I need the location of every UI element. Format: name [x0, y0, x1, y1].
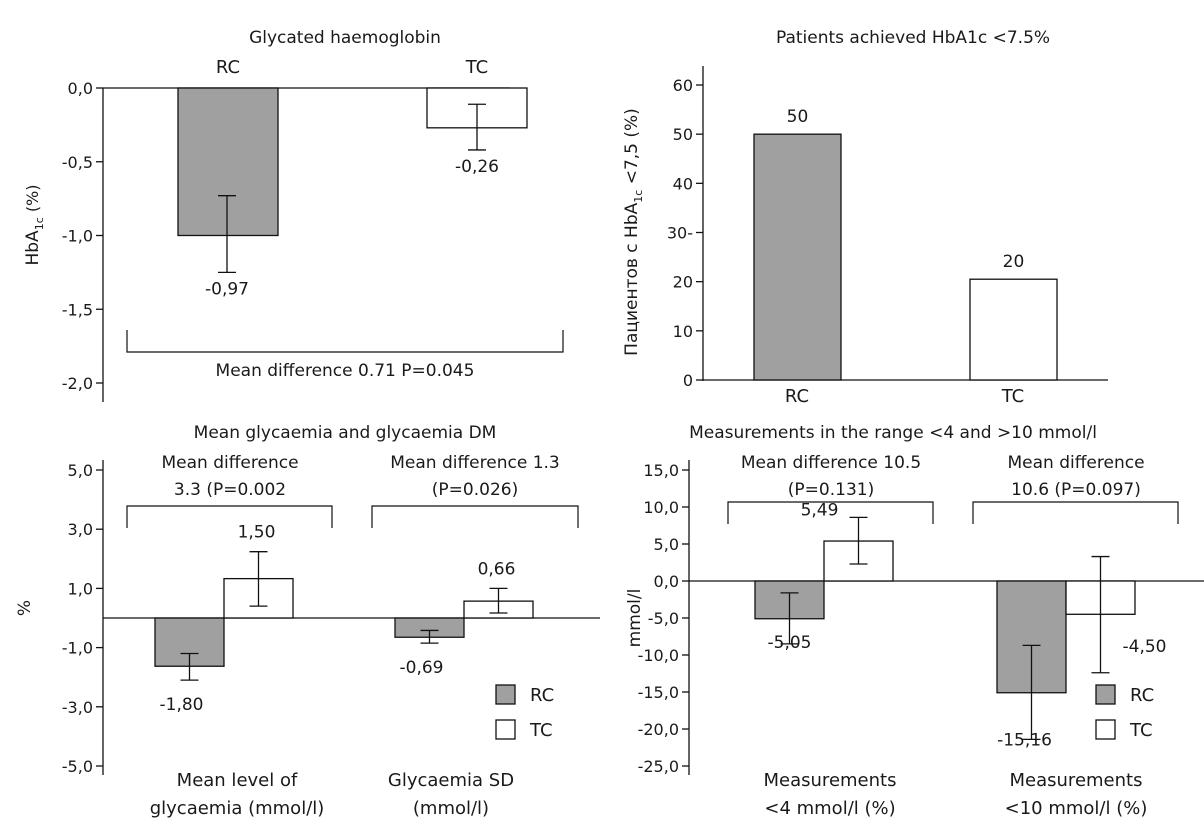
- category-label: Measurements: [1010, 770, 1143, 791]
- y-tick-label: -20,0: [638, 720, 679, 739]
- legend-label-rc: RC: [530, 685, 554, 706]
- y-label-sub: 1c: [632, 190, 645, 203]
- legend-label-rc: RC: [1130, 685, 1154, 706]
- legend-label-tc: TC: [529, 720, 553, 741]
- chart-glycaemia: Mean glycaemia and glycaemia DM 5,0 3,0 1,0…: [15, 423, 600, 819]
- y-tick-label: -2,0: [62, 374, 93, 393]
- y-tick-label: 30-: [667, 224, 693, 243]
- bar-rc: [177, 87, 279, 237]
- category-label: Mean level of: [177, 770, 298, 791]
- y-tick-label: -5,0: [648, 609, 679, 628]
- data-label-tc: 1,50: [238, 523, 276, 543]
- significance-bracket: [126, 505, 333, 528]
- bar-rc: [753, 133, 842, 381]
- significance-bracket: [126, 330, 564, 353]
- data-label-rc: 50: [787, 107, 809, 127]
- y-tick-label: 3,0: [68, 520, 93, 539]
- category-label-rc: RC: [216, 57, 240, 78]
- y-label-tail: <7,5 (%): [622, 108, 642, 190]
- mean-difference-annotation: (P=0.026): [432, 480, 518, 500]
- y-tick-label: 5,0: [68, 461, 93, 480]
- y-tick-label: 10: [673, 322, 693, 341]
- chart-title: Mean glycaemia and glycaemia DM: [194, 423, 497, 443]
- y-tick-label: -3,0: [62, 698, 93, 717]
- category-label-rc: RC: [785, 386, 809, 407]
- category-label: (mmol/l): [413, 798, 489, 819]
- y-tick-label: 10,0: [643, 498, 679, 517]
- y-tick-label: -1,5: [62, 300, 93, 319]
- significance-bracket: [371, 505, 579, 528]
- y-tick-label: 60: [673, 76, 693, 95]
- significance-bracket: [972, 501, 1179, 524]
- y-tick-label: -1,0: [62, 227, 93, 246]
- data-label-tc: 20: [1003, 252, 1025, 272]
- y-axis-label: HbA1c (%): [23, 184, 46, 265]
- y-tick-label: 1,0: [68, 579, 93, 598]
- mean-difference-annotation: (P=0.131): [788, 480, 874, 500]
- category-label: <10 mmol/l (%): [1005, 798, 1148, 819]
- category-label: glycaemia (mmol/l): [150, 798, 325, 819]
- chart-title: Glycated haemoglobin: [249, 28, 441, 48]
- category-label: <4 mmol/l (%): [764, 798, 895, 819]
- legend-swatch-rc: [495, 684, 516, 705]
- chart-patients-achieved: Patients achieved HbA1c <7.5% 0 10 20 30- 40 5…: [622, 28, 1108, 407]
- mean-difference-annotation: Mean difference 10.5: [741, 453, 921, 473]
- y-tick-label: -0,5: [62, 153, 93, 172]
- legend-swatch-rc: [1095, 684, 1116, 705]
- category-label-tc: TC: [1001, 386, 1025, 407]
- y-tick-label: -25,0: [638, 757, 679, 776]
- y-tick-label: 0,0: [68, 79, 93, 98]
- y-label-sub: 1c: [33, 217, 46, 230]
- data-label-rc: -1,80: [160, 695, 204, 715]
- significance-bracket: [727, 501, 934, 524]
- mean-difference-annotation: Mean difference 1.3: [390, 453, 560, 473]
- data-label-tc: 0,66: [478, 559, 516, 579]
- data-label-rc: -0,97: [205, 279, 249, 299]
- chart-title: Patients achieved HbA1c <7.5%: [776, 28, 1050, 48]
- y-tick-label: 0: [683, 371, 693, 390]
- chart-hba1c: Glycated haemoglobin 0,0 -0,5 -1,0 -1,5 -2,0 H…: [23, 28, 564, 402]
- y-axis-label: mmol/l: [625, 589, 645, 648]
- y-axis-label: %: [15, 600, 35, 616]
- data-label-tc: -4,50: [1123, 637, 1167, 657]
- mean-difference-annotation: 10.6 (P=0.097): [1011, 480, 1141, 500]
- bar-tc: [969, 278, 1058, 381]
- legend-label-tc: TC: [1129, 720, 1153, 741]
- data-label-rc: -0,69: [400, 658, 444, 678]
- category-label-tc: TC: [465, 57, 489, 78]
- y-tick-label: -5,0: [62, 757, 93, 776]
- data-label-rc: -5,05: [768, 633, 812, 653]
- y-axis-label: Пациентов с HbA1c <7,5 (%): [622, 108, 645, 356]
- category-label: Glycaemia SD: [388, 770, 514, 791]
- chart-ranges: Measurements in the range <4 and >10 mmo…: [625, 423, 1204, 819]
- y-tick-label: 50: [673, 125, 693, 144]
- data-label-tc: 5,49: [801, 500, 839, 520]
- mean-difference-annotation: Mean difference: [1007, 453, 1144, 473]
- y-tick-label: -10,0: [638, 646, 679, 665]
- legend-swatch-tc: [1095, 719, 1116, 740]
- y-tick-label: 0,0: [654, 572, 679, 591]
- y-tick-label: -1,0: [62, 639, 93, 658]
- y-tick-label: 20: [673, 273, 693, 292]
- chart-title: Measurements in the range <4 and >10 mmo…: [689, 423, 1097, 443]
- mean-difference-annotation: 3.3 (P=0.002: [174, 480, 286, 500]
- legend-swatch-tc: [495, 719, 516, 740]
- y-tick-label: -15,0: [638, 683, 679, 702]
- legend: RC TC: [1095, 684, 1154, 741]
- y-tick-label: 15,0: [643, 461, 679, 480]
- y-label-main: Пациентов с HbA: [622, 202, 642, 355]
- data-label-tc: -0,26: [455, 157, 499, 177]
- mean-difference-annotation: Mean difference: [161, 453, 298, 473]
- y-tick-label: 40: [673, 174, 693, 193]
- y-label-main: HbA: [23, 230, 43, 266]
- category-label: Measurements: [764, 770, 897, 791]
- y-tick-label: 5,0: [654, 535, 679, 554]
- legend: RC TC: [495, 684, 554, 741]
- mean-difference-annotation: Mean difference 0.71 P=0.045: [216, 361, 475, 381]
- data-label-rc: -15,16: [997, 730, 1052, 750]
- y-label-tail: (%): [23, 184, 42, 217]
